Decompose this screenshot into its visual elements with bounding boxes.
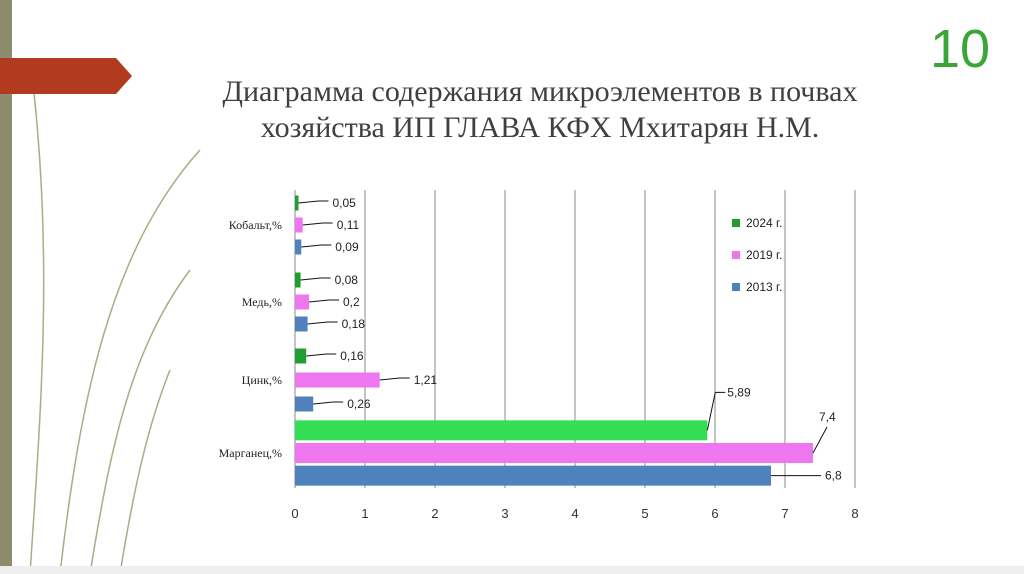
data-label: 7,4 <box>819 410 836 424</box>
x-tick-label: 5 <box>641 506 648 521</box>
data-label: 1,21 <box>414 373 438 387</box>
bar-2013 <box>295 239 302 255</box>
legend-label: 2019 г. <box>746 248 782 262</box>
bar-chart: 0 1 2 3 4 5 6 7 8 Кобальт,% 0,05 0,11 0,09 Медь,% 0,08… <box>219 190 859 521</box>
data-label: 0,11 <box>337 218 360 232</box>
data-label-leader <box>306 353 337 357</box>
data-label: 0,16 <box>340 349 364 363</box>
slide-number: 10 <box>930 19 991 79</box>
data-label: 0,18 <box>342 317 366 331</box>
bar-2019 <box>295 372 380 388</box>
legend-label: 2024 г. <box>746 216 782 230</box>
data-label-leader <box>301 244 332 248</box>
legend-label: 2013 г. <box>746 280 782 294</box>
legend-swatch <box>732 251 740 259</box>
data-label-leader <box>379 377 410 381</box>
bar-2013 <box>295 465 771 486</box>
data-label-leader <box>302 222 333 226</box>
slide-title: Диаграмма содержания микроэлементов в по… <box>150 74 930 146</box>
decorative-lines <box>29 59 201 574</box>
data-label: 0,26 <box>347 397 371 411</box>
data-label-leader <box>298 200 329 204</box>
bar-2019 <box>295 217 303 233</box>
data-label-leader <box>812 426 828 454</box>
x-tick-label: 8 <box>851 506 858 521</box>
data-label-leader <box>706 391 726 431</box>
left-accent-bar <box>0 0 12 574</box>
bar-2013 <box>295 316 308 332</box>
slide-title-line-1: Диаграмма содержания микроэлементов в по… <box>222 75 858 108</box>
data-label: 5,89 <box>727 385 751 399</box>
x-tick-label: 0 <box>291 506 298 521</box>
data-label: 0,08 <box>335 273 359 287</box>
slide-title-line-2: хозяйства ИП ГЛАВА КФХ Мхитарян Н.М. <box>260 111 820 144</box>
data-label: 6,8 <box>825 469 842 483</box>
data-label-leader <box>300 277 331 281</box>
category-label: Медь,% <box>242 295 282 309</box>
category-label: Цинк,% <box>242 373 282 387</box>
bar-2019 <box>295 443 813 463</box>
bar-2024 <box>295 348 307 364</box>
bottom-strip <box>0 566 1024 574</box>
bar-2024 <box>295 272 301 288</box>
bar-2024 <box>295 420 708 441</box>
category-label: Марганец,% <box>219 446 282 460</box>
data-label-leader <box>313 401 344 405</box>
data-label-leader <box>307 321 338 325</box>
data-label: 0,05 <box>333 196 357 210</box>
title-arrow-tab <box>0 58 132 94</box>
category-label: Кобальт,% <box>229 218 282 232</box>
x-tick-label: 3 <box>501 506 508 521</box>
data-label: 0,09 <box>335 240 359 254</box>
chart-area: 0 1 2 3 4 5 6 7 8 Кобальт,% 0,05 0,11 0,09 Медь,% 0,08… <box>198 182 882 524</box>
data-label: 0,2 <box>343 295 360 309</box>
bar-2013 <box>295 396 314 412</box>
x-tick-label: 1 <box>361 506 368 521</box>
legend-swatch <box>732 283 740 291</box>
bar-2024 <box>295 195 299 211</box>
x-tick-label: 7 <box>781 506 788 521</box>
bar-2019 <box>295 294 309 310</box>
x-tick-label: 2 <box>431 506 438 521</box>
data-label-leader <box>308 299 339 303</box>
x-tick-label: 6 <box>711 506 718 521</box>
x-tick-label: 4 <box>571 506 578 521</box>
legend-swatch <box>732 219 740 227</box>
